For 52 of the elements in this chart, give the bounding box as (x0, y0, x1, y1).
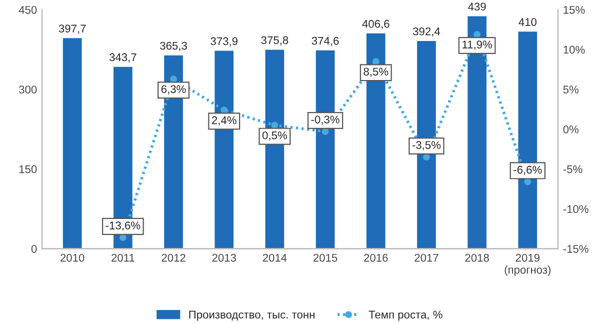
y2-tick-label: -5% (563, 165, 582, 174)
x-tick-label: 2016 (364, 254, 388, 262)
data-label: -3,5% (412, 141, 441, 150)
data-label: 365,3 (160, 42, 187, 52)
point (271, 122, 278, 129)
data-label: -6,6% (514, 166, 542, 175)
x-tick-label: 2012 (162, 254, 186, 262)
x-tick-label: 2013 (212, 254, 236, 262)
y2-tick-label: 10% (564, 46, 585, 54)
point (220, 106, 228, 114)
x-tick-label: 2019 (прогноз) (504, 254, 551, 276)
y2-tick-label: -15% (563, 245, 588, 253)
legend-label: Производство, тыс. тонн (189, 310, 314, 321)
data-label: 2,4% (212, 116, 236, 126)
data-label: -13,6% (106, 222, 140, 231)
point (423, 154, 430, 161)
x-tick-label: 2010 (60, 254, 84, 262)
x-tick-label: 2015 (313, 254, 338, 262)
data-label: 11,9% (462, 40, 492, 50)
data-label: 0,5% (262, 131, 287, 141)
data-label: 397,7 (58, 24, 86, 34)
y-tick-label: 150 (19, 165, 37, 174)
x-tick-label: 2014 (262, 254, 287, 262)
point (372, 58, 380, 65)
bar (62, 36, 84, 249)
data-label: 375,8 (261, 36, 288, 46)
y2-tick-label: 5% (563, 86, 579, 94)
data-label: 406,6 (362, 20, 390, 30)
data-label: -0,3% (311, 116, 340, 125)
x-tick-label: 2017 (414, 254, 438, 262)
x-tick-label: 2011 (112, 254, 134, 262)
point (119, 234, 126, 242)
data-label: 343,7 (109, 53, 136, 62)
data-label: 6,3% (161, 85, 186, 94)
point (474, 30, 481, 38)
y2-tick-label: 0% (563, 125, 579, 134)
y2-tick-label: 15% (564, 6, 585, 14)
y2-tick-label: -10% (563, 205, 588, 214)
data-label: 439 (468, 2, 486, 11)
data-label: 410 (518, 18, 536, 26)
point (322, 128, 329, 136)
y-tick-label: 300 (19, 86, 37, 94)
data-label: 374,6 (312, 36, 339, 46)
legend-label: Темп роста, % (368, 310, 442, 321)
point (170, 76, 177, 82)
point (524, 178, 532, 186)
y-tick-label: 0 (31, 244, 37, 253)
x-tick-label: 2018 (465, 254, 489, 262)
data-label: 392,4 (412, 27, 440, 37)
data-label: 373,9 (210, 37, 238, 46)
data-label: 8,5% (364, 68, 388, 77)
y-tick-label: 450 (18, 6, 37, 14)
